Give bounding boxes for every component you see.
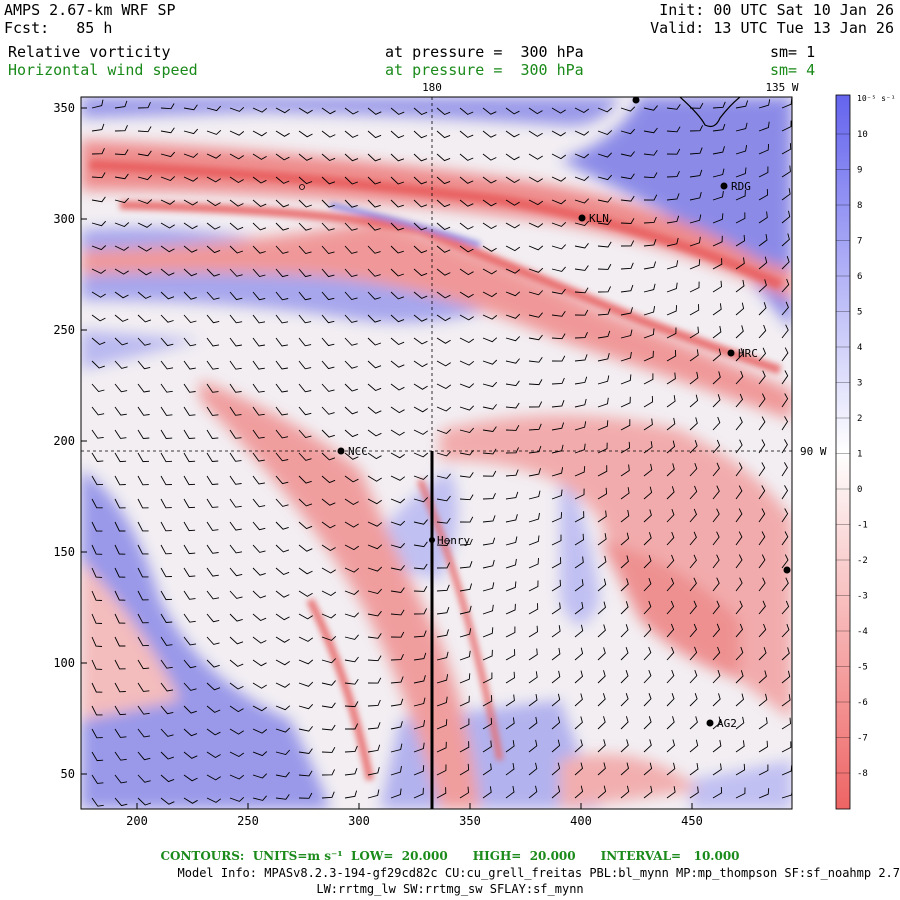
contour-info: CONTOURS: UNITS=m s⁻¹ LOW= 20.000 HIGH= … [160, 849, 740, 863]
colorbar-label: -7 [857, 734, 868, 744]
station-lvt[interactable] [632, 96, 640, 104]
model-info-physics: LW:rrtmg_lw SW:rrtmg_sw SFLAY:sf_mynn [316, 882, 584, 896]
y-axis: 50 100 150 200 250 300 350 [53, 101, 87, 781]
vorticity-field [81, 97, 792, 809]
station-rdg[interactable]: RDG [720, 180, 751, 193]
colorbar-label: 2 [857, 414, 862, 424]
station-hrc[interactable]: HRC [727, 347, 758, 360]
colorbar-label: 6 [857, 272, 862, 282]
field2-level: at pressure = 300 hPa [385, 61, 584, 79]
field1-smoothing: sm= 1 [770, 43, 816, 61]
lon-label-90w: 90 W [800, 445, 827, 458]
svg-text:HRC: HRC [738, 347, 758, 360]
svg-text:RDG: RDG [731, 180, 751, 193]
model-title: AMPS 2.67-km WRF SP [4, 1, 176, 19]
x-axis: 200 250 300 350 400 450 [126, 803, 703, 828]
lon-label-180: 180 [422, 81, 442, 94]
y-tick-label: 100 [53, 656, 75, 670]
y-tick-label: 250 [53, 323, 75, 337]
y-tick-label: 50 [61, 767, 75, 781]
colorbar-label: 7 [857, 237, 862, 247]
colorbar-label: -4 [857, 627, 868, 637]
colorbar-label: 5 [857, 308, 862, 318]
wind-barbs [91, 98, 792, 807]
colorbar-label: 1 [857, 450, 862, 460]
x-tick-label: 450 [681, 814, 703, 828]
colorbar-unit: 10⁻⁵ s⁻¹ [857, 94, 896, 103]
station-east-edge[interactable] [783, 566, 791, 574]
small-circle-marker [299, 184, 305, 190]
valid-time: Valid: 13 UTC Tue 13 Jan 26 [650, 19, 894, 37]
init-time: Init: 00 UTC Sat 10 Jan 26 [659, 1, 894, 19]
colorbar-label: 8 [857, 201, 862, 211]
colorbar-label: -1 [857, 521, 868, 531]
field1-level: at pressure = 300 hPa [385, 43, 584, 61]
colorbar-label: -8 [857, 769, 868, 779]
station-kln[interactable]: KLN [578, 212, 609, 225]
colorbar-label: 3 [857, 379, 862, 389]
y-tick-label: 200 [53, 434, 75, 448]
x-tick-label: 300 [348, 814, 370, 828]
model-info: Model Info: MPASv8.2.3-194-gf29cd82c CU:… [177, 866, 900, 880]
field1-name: Relative vorticity [8, 43, 171, 61]
colorbar-label: 9 [857, 166, 862, 176]
station-markers: RDG KLN HRC NCC Henry AG2 [299, 96, 791, 730]
station-ncc[interactable]: NCC [337, 445, 368, 458]
y-tick-label: 150 [53, 545, 75, 559]
svg-text:Henry: Henry [437, 534, 470, 547]
field2-name: Horizontal wind speed [8, 61, 198, 79]
colorbar-label: -2 [857, 556, 868, 566]
colorbar-label: 0 [857, 485, 862, 495]
svg-text:NCC: NCC [348, 445, 368, 458]
colorbar-label: 4 [857, 343, 862, 353]
colorbar-label: -6 [857, 698, 868, 708]
svg-text:KLN: KLN [589, 212, 609, 225]
x-tick-label: 200 [126, 814, 148, 828]
x-tick-label: 250 [237, 814, 259, 828]
svg-text:AG2: AG2 [717, 717, 737, 730]
forecast-hour: Fcst: 85 h [4, 19, 113, 37]
field2-smoothing: sm= 4 [770, 61, 816, 79]
colorbar-label: -5 [857, 663, 868, 673]
lon-label-135w: 135 W [765, 81, 798, 94]
y-tick-label: 350 [53, 101, 75, 115]
colorbar-label: 10 [857, 130, 868, 140]
x-tick-label: 350 [459, 814, 481, 828]
y-tick-label: 300 [53, 212, 75, 226]
x-tick-label: 400 [570, 814, 592, 828]
station-henry[interactable]: Henry [429, 534, 470, 547]
station-ag2[interactable]: AG2 [706, 717, 737, 730]
colorbar-label: -3 [857, 592, 868, 602]
